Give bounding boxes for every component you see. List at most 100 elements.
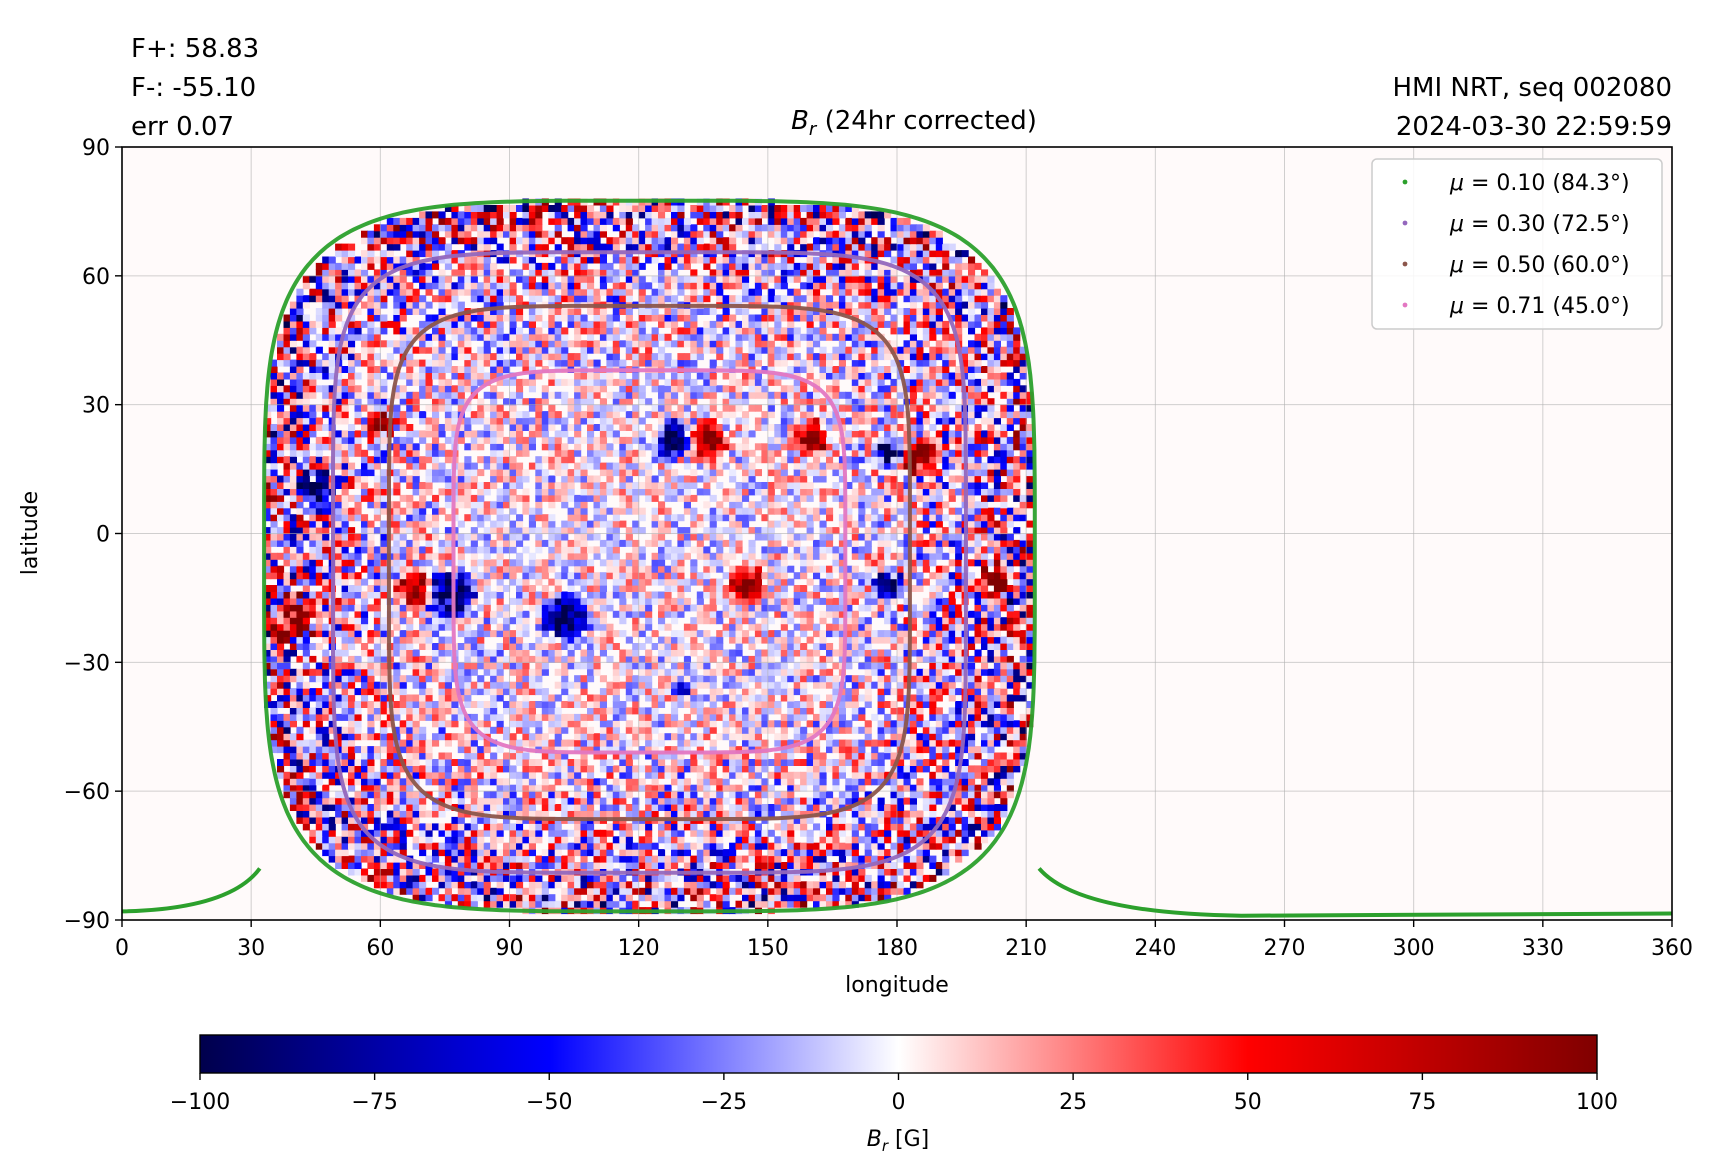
heatmap-cell (709, 610, 717, 618)
heatmap-cell (599, 881, 607, 889)
heatmap-cell (877, 810, 885, 818)
heatmap-cell (393, 597, 401, 605)
heatmap-cell (580, 701, 588, 708)
heatmap-cell (819, 759, 827, 766)
heatmap-cell (412, 675, 420, 683)
heatmap-cell (444, 900, 452, 908)
heatmap-cell (580, 855, 588, 863)
heatmap-cell (477, 771, 485, 779)
heatmap-cell (354, 849, 362, 857)
heatmap-cell (380, 668, 388, 676)
heatmap-cell (386, 765, 394, 773)
heatmap-cell (393, 874, 401, 882)
heatmap-cell (709, 849, 717, 857)
heatmap-cell (981, 559, 989, 567)
heatmap-cell (638, 726, 646, 734)
heatmap-cell (871, 668, 879, 676)
heatmap-cell (948, 649, 956, 657)
heatmap-cell (457, 855, 465, 863)
heatmap-cell (1000, 636, 1008, 644)
heatmap-cell (690, 823, 698, 831)
heatmap-cell (296, 597, 304, 605)
heatmap-cell (800, 604, 808, 612)
heatmap-cell (574, 572, 582, 580)
heatmap-cell (522, 816, 530, 824)
heatmap-cell (606, 630, 614, 638)
heatmap-cell (722, 823, 730, 831)
heatmap-cell (561, 900, 569, 908)
heatmap-cell (277, 572, 285, 580)
heatmap-cell (289, 675, 297, 683)
heatmap-cell (671, 694, 679, 702)
heatmap-cell (709, 810, 717, 818)
heatmap-cell (864, 636, 872, 644)
heatmap-cell (806, 752, 814, 760)
heatmap-cell (671, 842, 679, 850)
heatmap-cell (677, 836, 685, 844)
heatmap-cell (477, 649, 485, 657)
heatmap-cell (948, 810, 956, 818)
heatmap-cell (574, 565, 582, 573)
heatmap-cell (393, 771, 401, 779)
heatmap-cell (851, 688, 859, 696)
heatmap-cell (1026, 643, 1034, 650)
heatmap-cell (877, 726, 885, 734)
heatmap-cell (645, 894, 653, 902)
heatmap-cell (981, 810, 989, 818)
heatmap-cell (935, 797, 943, 805)
heatmap-cell (580, 842, 588, 850)
heatmap-cell (528, 720, 536, 728)
heatmap-cell (361, 849, 369, 857)
heatmap-cell (968, 765, 976, 773)
heatmap-cell (470, 662, 478, 670)
heatmap-cell (897, 630, 905, 638)
heatmap-cell (1006, 565, 1014, 573)
heatmap-cell (832, 823, 840, 831)
heatmap-cell (302, 804, 310, 811)
heatmap-cell (283, 701, 291, 708)
heatmap-cell (367, 552, 375, 560)
heatmap-cell (638, 675, 646, 683)
heatmap-cell (890, 597, 898, 605)
heatmap-cell (800, 759, 808, 766)
heatmap-cell (664, 810, 672, 818)
heatmap-cell (761, 707, 769, 715)
heatmap-cell (535, 720, 543, 728)
heatmap-cell (322, 662, 330, 670)
heatmap-cell (1006, 597, 1014, 605)
heatmap-cell (335, 862, 343, 869)
heatmap-cell (703, 681, 711, 689)
heatmap-cell (289, 578, 297, 586)
heatmap-cell (277, 649, 285, 657)
heatmap-cell (270, 572, 278, 580)
heatmap-cell (367, 668, 375, 676)
heatmap-cell (851, 707, 859, 715)
heatmap-cell (677, 643, 685, 650)
heatmap-cell (315, 765, 323, 773)
heatmap-cell (322, 804, 330, 811)
heatmap-cell (800, 726, 808, 734)
heatmap-cell (935, 578, 943, 586)
heatmap-cell (658, 720, 666, 728)
heatmap-cell (425, 823, 433, 831)
heatmap-cell (451, 862, 459, 869)
heatmap-cell (625, 887, 633, 895)
heatmap-cell (981, 771, 989, 779)
heatmap-cell (451, 849, 459, 857)
heatmap-cell (703, 636, 711, 644)
heatmap-cell (477, 662, 485, 670)
heatmap-cell (935, 565, 943, 573)
heatmap-cell (606, 797, 614, 805)
heatmap-cell (832, 681, 840, 689)
heatmap-cell (1000, 623, 1008, 631)
heatmap-cell (470, 591, 478, 599)
heatmap-cell (554, 842, 562, 850)
heatmap-cell (438, 765, 446, 773)
heatmap-cell (632, 591, 640, 599)
heatmap-cell (735, 610, 743, 618)
heatmap-cell (683, 604, 691, 612)
heatmap-cell (612, 733, 620, 741)
heatmap-cell (819, 791, 827, 799)
heatmap-cell (955, 636, 963, 644)
heatmap-cell (871, 855, 879, 863)
